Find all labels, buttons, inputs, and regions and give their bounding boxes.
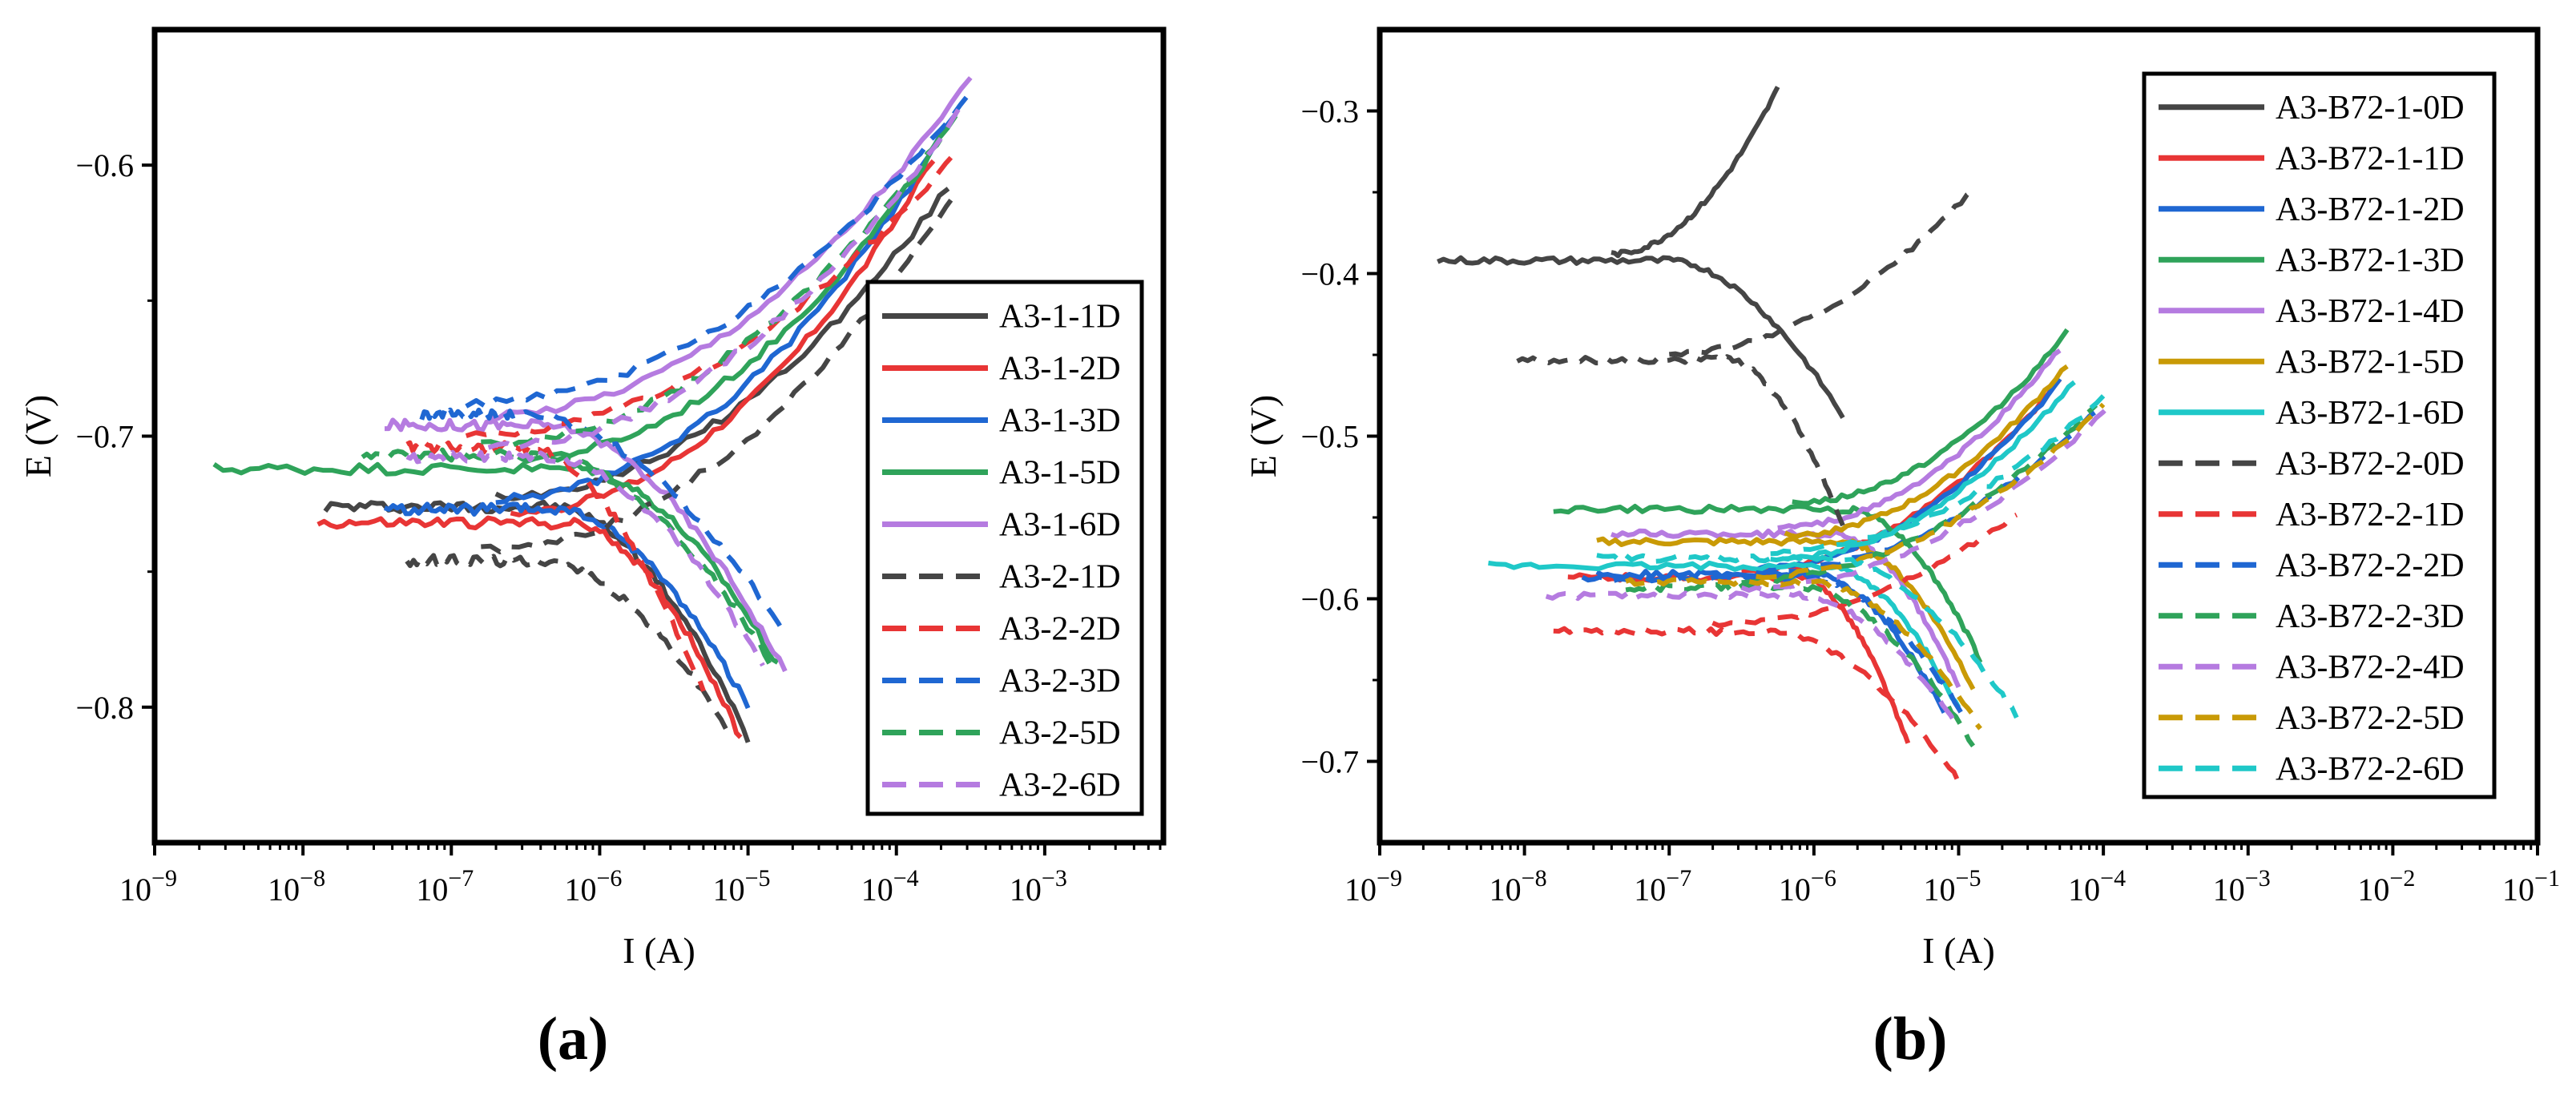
series-curve-cathodic (405, 553, 728, 730)
series-curve-cathodic (405, 449, 765, 667)
legend-label: A3-B72-2-0D (2276, 445, 2465, 482)
series-curve-cathodic (405, 440, 706, 692)
series-curve-cathodic (419, 406, 788, 636)
series-curve-cathodic (1596, 553, 2019, 719)
series-curve-anodic (510, 159, 936, 517)
legend-label: A3-B72-2-3D (2276, 598, 2465, 635)
legend-label: A3-1-5D (999, 455, 1121, 492)
series-curve-anodic (487, 100, 965, 451)
series-curve-anodic (495, 112, 958, 505)
series-curve-anodic (481, 191, 958, 554)
legend-label: A3-1-1D (999, 299, 1121, 336)
x-tick-label: 10−5 (1924, 865, 1981, 908)
series-curve-anodic (1740, 403, 2113, 593)
x-axis-label: I (A) (1922, 930, 1995, 971)
legend-label: A3-B72-1-4D (2276, 293, 2465, 330)
y-axis-label: E (V) (18, 395, 58, 477)
legend-label: A3-B72-2-5D (2276, 700, 2465, 737)
legend-label: A3-2-6D (999, 767, 1121, 804)
series-curve-cathodic (383, 501, 751, 710)
series-curve-cathodic (1625, 577, 1982, 731)
legend-label: A3-1-3D (999, 403, 1121, 440)
x-tick-label: 10−8 (1490, 865, 1547, 908)
x-tick-label: 10−9 (119, 865, 177, 908)
legend-label: A3-1-2D (999, 351, 1121, 388)
x-tick-label: 10−3 (2213, 865, 2271, 908)
series-curve-cathodic (385, 417, 788, 673)
series-curve-anodic (1756, 402, 2106, 580)
y-tick-label: −0.4 (1300, 256, 1359, 292)
series-curve-anodic (517, 125, 950, 464)
series-curve-cathodic (1545, 590, 1961, 729)
legend-label: A3-B72-1-5D (2276, 344, 2465, 380)
x-axis-label: I (A) (623, 930, 695, 971)
series-curve-anodic (1770, 394, 2106, 557)
legend-label: A3-2-1D (999, 559, 1121, 596)
legend: A3-1-1D A3-1-2D A3-1-3D A3-1-5D A3-1-6D A3-2-… (865, 280, 1144, 816)
series-curve-anodic (1611, 86, 1780, 259)
legend-label: A3-B72-1-3D (2276, 242, 2465, 279)
x-tick-label: 10−7 (416, 865, 474, 908)
curves-1 (1437, 86, 2113, 784)
legend-label: A3-1-6D (999, 507, 1121, 544)
series-curve-cathodic (1610, 528, 1961, 689)
curves-0 (212, 76, 973, 743)
legend-label: A3-B72-2-6D (2276, 751, 2465, 787)
panel-label: (a) (538, 1005, 609, 1073)
series-curve-anodic (1777, 348, 2062, 530)
legend-box (2142, 71, 2497, 799)
series-curve-anodic (1792, 328, 2070, 506)
x-tick-label: 10−7 (1634, 865, 1691, 908)
series-curve-anodic (1668, 187, 1975, 358)
series-curve-cathodic (1553, 626, 1961, 784)
legend-label: A3-2-5D (999, 715, 1121, 752)
y-axis-label: E (V) (1243, 395, 1284, 477)
legend-label: A3-B72-2-1D (2276, 497, 2465, 533)
y-tick-label: −0.8 (75, 690, 134, 726)
x-tick-label: 10−5 (713, 865, 771, 908)
legend-label: A3-B72-2-2D (2276, 547, 2465, 584)
series-curve-cathodic (1516, 354, 1845, 527)
x-tick-label: 10−2 (2357, 865, 2415, 908)
legend-label: A3-2-3D (999, 663, 1121, 700)
y-tick-label: −0.3 (1300, 94, 1359, 130)
series-curve-cathodic (1553, 503, 1983, 664)
series-curve-anodic (1711, 513, 2018, 628)
legend-label: A3-B72-1-0D (2276, 90, 2465, 127)
series-curve-cathodic (1437, 255, 1845, 420)
series-curve-anodic (465, 91, 973, 409)
legend-label: A3-B72-1-2D (2276, 191, 2465, 228)
series-curve-cathodic (1625, 582, 1976, 748)
series-curve-cathodic (1567, 572, 1911, 744)
x-tick-label: 10−9 (1344, 865, 1402, 908)
x-tick-label: 10−1 (2502, 865, 2560, 908)
y-tick-label: −0.7 (1300, 744, 1359, 780)
x-tick-label: 10−6 (564, 865, 622, 908)
legend: A3-B72-1-0D A3-B72-1-1D A3-B72-1-2D A3-B72-… (2142, 71, 2497, 799)
series-curve-cathodic (1595, 569, 1947, 714)
x-tick-label: 10−8 (268, 865, 325, 908)
series-curve-cathodic (316, 515, 743, 739)
series-curve-anodic (1784, 364, 2069, 539)
series-curve-cathodic (361, 447, 773, 666)
panel-b: 10−9 10−8 10−7 10−6 10−5 10−4 10−3 10−2 10−1 −0.7… (1243, 26, 2560, 1073)
legend-label: A3-2-2D (999, 611, 1121, 648)
y-tick-label: −0.6 (1300, 582, 1359, 618)
x-tick-label: 10−3 (1010, 865, 1067, 908)
legend-label: A3-B72-2-4D (2276, 649, 2465, 686)
y-tick-label: −0.6 (75, 147, 134, 183)
legend-label: A3-B72-1-1D (2276, 140, 2465, 177)
legend-label: A3-B72-1-6D (2276, 395, 2465, 432)
y-tick-label: −0.5 (1300, 419, 1359, 455)
x-tick-label: 10−4 (2068, 865, 2126, 908)
panel-a: 10−9 10−8 10−7 10−6 10−5 10−4 10−3 −0.8 −0.7 −0.6… (18, 26, 1167, 1073)
series-curve-anodic (465, 151, 958, 438)
panel-label: (b) (1873, 1005, 1948, 1073)
x-tick-label: 10−4 (861, 865, 919, 908)
series-curve-anodic (1770, 380, 2076, 563)
y-tick-label: −0.7 (75, 419, 134, 455)
x-tick-label: 10−6 (1779, 865, 1836, 908)
